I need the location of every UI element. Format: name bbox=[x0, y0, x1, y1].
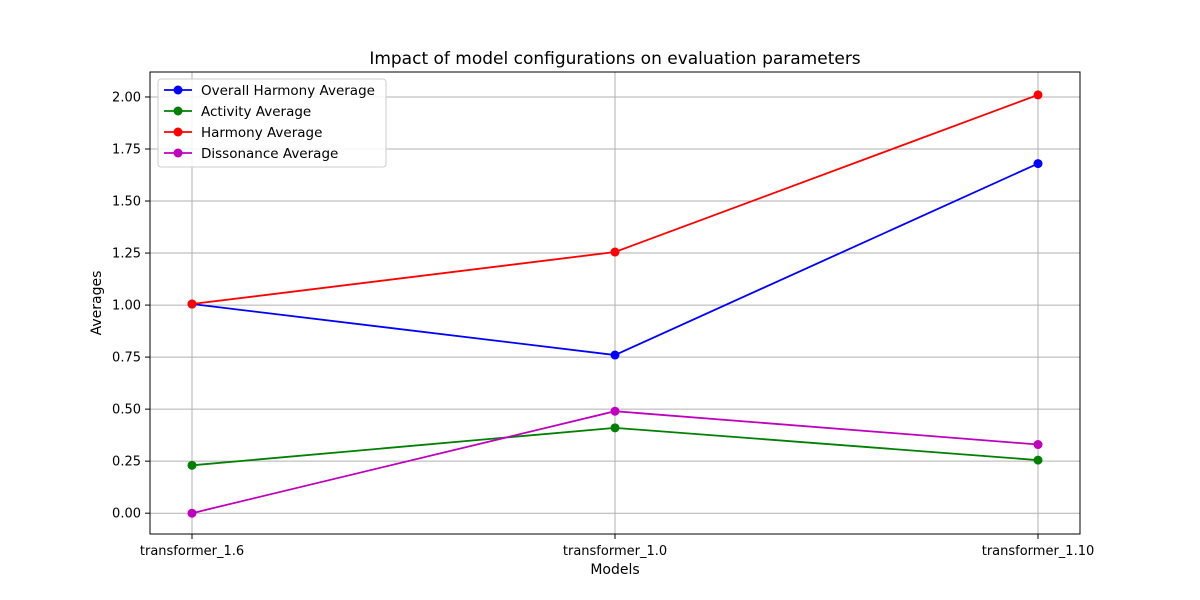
legend-marker bbox=[173, 85, 183, 95]
axis-ticks: transformer_1.6 transformer_1.0 transforme… bbox=[112, 90, 1094, 559]
y-tick-label: 0.00 bbox=[112, 507, 141, 522]
y-tick-label: 0.50 bbox=[112, 403, 141, 418]
legend: Overall Harmony Average Activity Average H… bbox=[157, 78, 387, 168]
x-tick-label: transformer_1.10 bbox=[982, 544, 1095, 559]
legend-marker bbox=[173, 127, 183, 137]
legend-label: Activity Average bbox=[201, 104, 311, 120]
y-tick-label: 1.00 bbox=[112, 299, 141, 314]
data-point bbox=[187, 299, 197, 309]
legend-item: Harmony Average bbox=[164, 125, 322, 141]
legend-item: Overall Harmony Average bbox=[164, 83, 375, 99]
legend-label: Dissonance Average bbox=[201, 146, 338, 162]
y-tick-label: 1.25 bbox=[112, 247, 141, 262]
legend-item: Activity Average bbox=[164, 104, 311, 120]
series-lines bbox=[187, 90, 1043, 518]
data-point bbox=[1033, 455, 1043, 465]
legend-label: Harmony Average bbox=[201, 125, 322, 141]
legend-label: Overall Harmony Average bbox=[201, 83, 375, 99]
data-point bbox=[610, 423, 620, 433]
grid-lines bbox=[150, 72, 1080, 534]
chart-title: Impact of model configurations on evalua… bbox=[369, 49, 860, 69]
y-tick-label: 1.50 bbox=[112, 195, 141, 210]
y-tick-label: 2.00 bbox=[112, 90, 141, 105]
data-point bbox=[1033, 159, 1043, 169]
x-tick-label: transformer_1.6 bbox=[140, 544, 244, 559]
data-point bbox=[610, 350, 620, 360]
series-1 bbox=[187, 423, 1043, 470]
y-tick-label: 0.25 bbox=[112, 455, 141, 470]
y-tick-label: 0.75 bbox=[112, 351, 141, 366]
y-axis-label: Averages bbox=[89, 271, 105, 336]
data-point bbox=[610, 406, 620, 416]
legend-item: Dissonance Average bbox=[164, 146, 338, 162]
series-2 bbox=[187, 90, 1043, 309]
data-point bbox=[610, 247, 620, 257]
x-axis-label: Models bbox=[590, 562, 639, 578]
data-point bbox=[1033, 440, 1043, 450]
x-tick-label: transformer_1.0 bbox=[563, 544, 667, 559]
data-point bbox=[187, 460, 197, 470]
data-point bbox=[187, 508, 197, 518]
y-tick-label: 1.75 bbox=[112, 143, 141, 158]
legend-marker bbox=[173, 148, 183, 158]
series-3 bbox=[187, 406, 1043, 518]
legend-marker bbox=[173, 106, 183, 116]
legend-box bbox=[157, 78, 387, 168]
data-point bbox=[1033, 90, 1043, 100]
